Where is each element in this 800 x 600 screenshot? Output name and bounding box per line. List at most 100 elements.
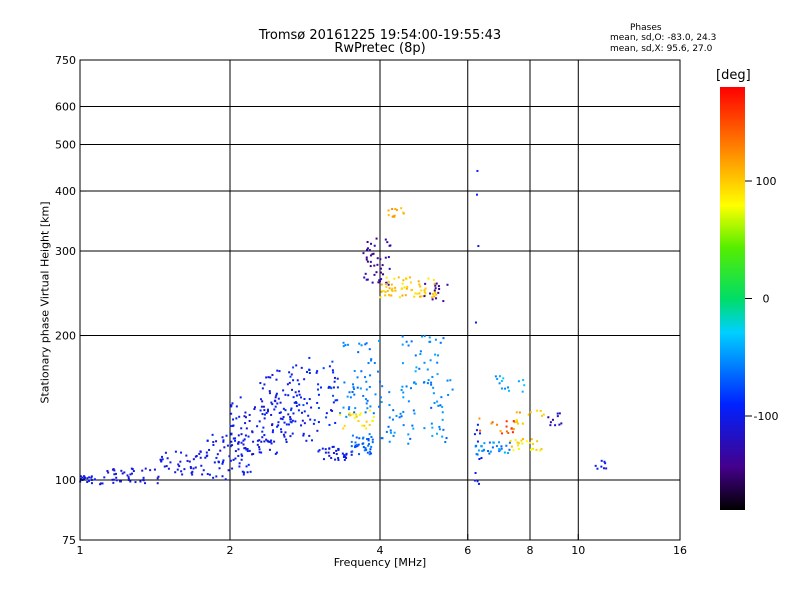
data-point [431, 375, 434, 378]
data-point [433, 292, 436, 295]
data-point [258, 451, 261, 454]
data-point [292, 396, 295, 399]
data-point [476, 423, 479, 426]
data-point [131, 468, 134, 471]
data-point [260, 405, 263, 408]
data-point [90, 478, 93, 481]
data-point [258, 420, 261, 423]
data-point [433, 401, 436, 404]
data-point [229, 425, 232, 428]
data-point [600, 459, 603, 462]
data-point [335, 449, 338, 452]
data-point [516, 441, 519, 444]
data-point [510, 427, 513, 430]
data-point [437, 354, 440, 357]
data-point [355, 415, 358, 418]
x-tick-label: 10 [571, 544, 585, 557]
data-point [244, 446, 247, 449]
data-point [368, 385, 371, 388]
data-point [303, 378, 306, 381]
data-point [441, 418, 444, 421]
data-point [476, 169, 479, 172]
data-point [194, 455, 197, 458]
data-point [388, 403, 391, 406]
data-point [515, 421, 518, 424]
data-point [206, 439, 209, 442]
data-point [370, 445, 373, 448]
data-point [251, 431, 254, 434]
data-point [379, 280, 382, 283]
data-point [244, 411, 247, 414]
data-point [391, 215, 394, 218]
data-point [307, 414, 310, 417]
data-point [377, 339, 380, 342]
data-point [360, 344, 363, 347]
data-point [433, 289, 436, 292]
data-point [499, 449, 502, 452]
data-point [230, 440, 233, 443]
data-point [365, 380, 368, 383]
data-point [530, 438, 533, 441]
data-point [201, 473, 204, 476]
data-point [402, 279, 405, 282]
data-point [355, 436, 358, 439]
y-tick-label: 500 [55, 139, 76, 152]
data-point [369, 265, 372, 268]
data-point [437, 404, 440, 407]
data-point [517, 444, 520, 447]
data-point [354, 444, 357, 447]
data-point [475, 429, 478, 432]
data-point [262, 405, 265, 408]
data-point [247, 463, 250, 466]
data-point [299, 396, 302, 399]
data-point [107, 471, 110, 474]
data-point [336, 386, 339, 389]
data-point [400, 207, 403, 210]
data-point [401, 362, 404, 365]
data-point [431, 434, 434, 437]
data-point [256, 443, 259, 446]
data-point [367, 439, 370, 442]
data-point [361, 424, 364, 427]
data-point [325, 412, 328, 415]
data-point [312, 422, 315, 425]
data-point [194, 466, 197, 469]
data-point [283, 435, 286, 438]
data-point [359, 387, 362, 390]
data-point [434, 338, 437, 341]
y-axis: 75 100 200 300 400 500 600 750 [55, 54, 86, 547]
data-point [245, 448, 248, 451]
data-point [487, 450, 490, 453]
data-point [327, 451, 330, 454]
data-point [279, 417, 282, 420]
data-point [260, 398, 263, 401]
data-point [384, 283, 387, 286]
data-point [368, 450, 371, 453]
data-point [88, 476, 91, 479]
data-point [496, 377, 499, 380]
data-point [313, 419, 316, 422]
data-point [498, 450, 501, 453]
data-point [127, 479, 130, 482]
colorbar [720, 87, 745, 510]
stats-heading: Phases [630, 23, 662, 33]
data-point [221, 461, 224, 464]
data-point [232, 437, 235, 440]
data-point [252, 452, 255, 455]
data-point [274, 405, 277, 408]
data-point [370, 358, 373, 361]
data-point [380, 290, 383, 293]
data-point [506, 452, 509, 455]
data-point [407, 433, 410, 436]
data-point [308, 368, 311, 371]
data-point [280, 430, 283, 433]
data-point [289, 418, 292, 421]
stats-o-mode: mean, sd,O: -83.0, 24.3 [610, 33, 717, 43]
data-point [348, 391, 351, 394]
data-point [507, 389, 510, 392]
data-point [268, 440, 271, 443]
data-point [212, 441, 215, 444]
data-point [521, 422, 524, 425]
data-point [500, 447, 503, 450]
data-point [221, 436, 224, 439]
